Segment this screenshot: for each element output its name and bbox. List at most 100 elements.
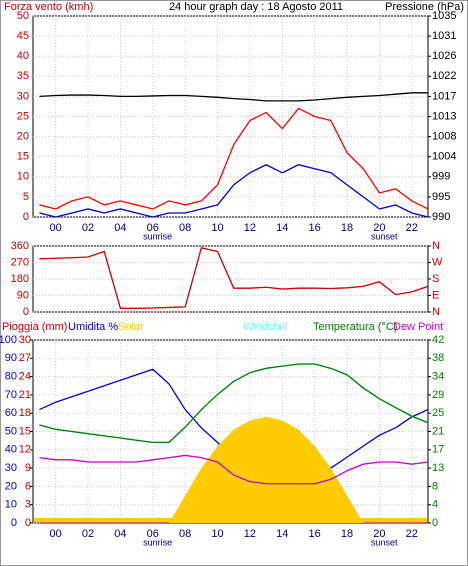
y-tick-label: 270: [11, 256, 29, 268]
y2-tick-label: 999: [432, 171, 450, 183]
x-tick-label: 16: [309, 528, 321, 540]
wind-axis-label: Forza vento (kmh): [4, 1, 93, 13]
y-tick-label: 40: [17, 50, 29, 62]
x-tick-label: 02: [82, 528, 94, 540]
legend-entry: Solar: [118, 321, 144, 333]
chart-title: 24 hour graph day : 18 Agosto 2011: [169, 1, 343, 13]
y-tick-label: 20: [5, 480, 17, 492]
y2-tick-label: 1026: [432, 50, 456, 62]
legend-entry: Dew Point: [393, 321, 443, 333]
y2-tick-label: 8: [432, 480, 438, 492]
y3-tick-label: 24: [19, 371, 31, 383]
y-tick-label: 25: [17, 110, 29, 122]
legend-entry: Pioggia (mm): [2, 321, 67, 333]
y2-tick-label: 29: [432, 389, 444, 401]
annotation: sunset: [371, 537, 398, 547]
y2-tick-label: E: [432, 289, 439, 301]
annotation: sunrise: [143, 537, 172, 547]
x-tick-label: 04: [114, 222, 126, 234]
series-line: [39, 92, 428, 102]
y2-tick-label: 13: [432, 462, 444, 474]
x-tick-label: 08: [179, 528, 191, 540]
y-tick-label: 20: [17, 131, 29, 143]
y-tick-label: 35: [17, 70, 29, 82]
y-tick-label: 360: [11, 240, 29, 252]
y-tick-label: 40: [5, 444, 17, 456]
series-line: [39, 454, 429, 485]
y2-tick-label: 1035: [432, 10, 456, 22]
x-tick-label: 16: [309, 222, 321, 234]
x-tick-label: 06: [147, 528, 159, 540]
y-tick-label: 60: [5, 407, 17, 419]
y-tick-label: 10: [5, 499, 17, 511]
x-tick-label: 02: [82, 222, 94, 234]
y-tick-label: 70: [5, 389, 17, 401]
series-line: [39, 247, 429, 309]
plot-frame: [32, 245, 429, 313]
y2-tick-label: 1022: [432, 70, 456, 82]
solar-baseline: [34, 518, 427, 522]
x-tick-label: 22: [406, 222, 418, 234]
y3-tick-label: 18: [19, 407, 31, 419]
y-tick-label: 0: [11, 517, 17, 529]
x-tick-label: 00: [50, 222, 62, 234]
legend-entry: Umidita %: [68, 321, 118, 333]
legend-entry: Windchill: [243, 321, 287, 333]
y-tick-label: 100: [0, 334, 17, 346]
y3-tick-label: 12: [19, 444, 31, 456]
x-tick-label: 00: [50, 528, 62, 540]
x-tick-label: 08: [179, 222, 191, 234]
y2-tick-label: S: [432, 273, 439, 285]
x-tick-label: 22: [406, 528, 418, 540]
y2-tick-label: W: [432, 256, 443, 268]
y2-tick-label: 38: [432, 352, 444, 364]
annotation: sunset: [371, 231, 398, 241]
y2-tick-label: 0: [432, 517, 438, 529]
y3-tick-label: 9: [25, 462, 31, 474]
pressure-axis-label: Pressione (hPa): [385, 1, 464, 13]
y3-tick-label: 27: [19, 352, 31, 364]
y2-tick-label: 21: [432, 425, 444, 437]
y3-tick-label: 0: [25, 517, 31, 529]
series-line: [39, 164, 429, 218]
x-tick-label: 12: [244, 222, 256, 234]
y-tick-label: 80: [5, 371, 17, 383]
x-tick-label: 18: [341, 222, 353, 234]
y3-tick-label: 6: [25, 480, 31, 492]
y-tick-label: 0: [23, 211, 29, 223]
y-tick-label: 45: [17, 30, 29, 42]
y2-tick-label: 1004: [432, 151, 456, 163]
y-tick-label: 180: [11, 273, 29, 285]
x-tick-label: 14: [276, 222, 288, 234]
annotation: sunrise: [143, 231, 172, 241]
y2-tick-label: 1013: [432, 110, 456, 122]
y-tick-label: 50: [5, 425, 17, 437]
y-tick-label: 50: [17, 10, 29, 22]
plot-frame: [32, 15, 429, 218]
legend-entry: Temperatura (°C): [313, 321, 397, 333]
y3-tick-label: 3: [25, 499, 31, 511]
y2-tick-label: 4: [432, 499, 438, 511]
y3-tick-label: 21: [19, 389, 31, 401]
y2-tick-label: N: [432, 240, 440, 252]
y-tick-label: 30: [5, 462, 17, 474]
x-tick-label: 10: [211, 528, 223, 540]
x-tick-label: 06: [147, 222, 159, 234]
y2-tick-label: 990: [432, 211, 450, 223]
solar-area: [39, 416, 429, 523]
y-tick-label: 10: [17, 171, 29, 183]
y-tick-label: 90: [5, 352, 17, 364]
x-tick-label: 20: [373, 528, 385, 540]
y-tick-label: 5: [23, 191, 29, 203]
y-tick-label: 30: [17, 90, 29, 102]
y3-tick-label: 30: [19, 334, 31, 346]
series-line: [39, 363, 429, 444]
y2-tick-label: 1008: [432, 131, 456, 143]
y2-tick-label: 1031: [432, 30, 456, 42]
y2-tick-label: 1017: [432, 90, 456, 102]
x-tick-label: 12: [244, 528, 256, 540]
series-line: [39, 107, 429, 210]
y2-tick-label: 34: [432, 371, 444, 383]
y2-tick-label: 17: [432, 444, 444, 456]
